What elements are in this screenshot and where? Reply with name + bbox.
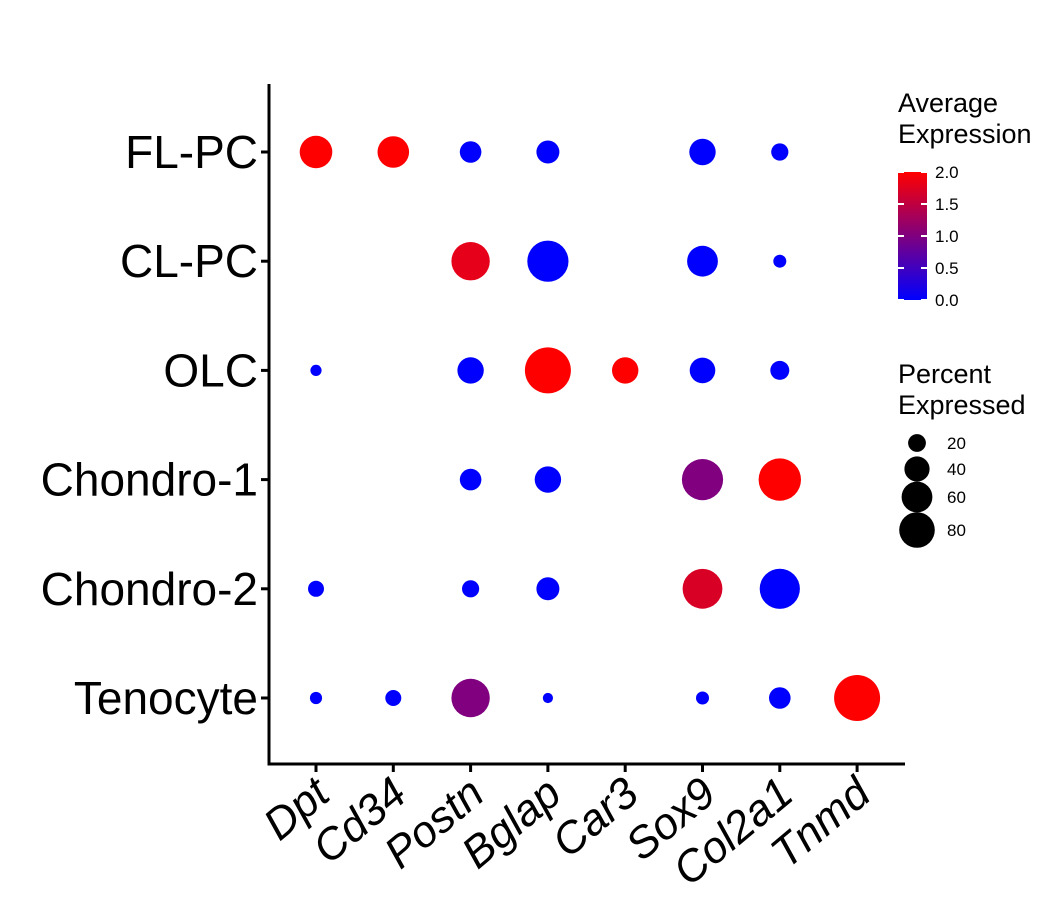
dot-chondro-1-sox9 (681, 459, 724, 501)
dot-fl-pc-bglap (536, 140, 560, 164)
y-tick-label: FL-PC (125, 126, 258, 178)
color-legend-tick-label: 0.0 (935, 291, 959, 310)
dot-cl-pc-postn (451, 242, 490, 281)
size-legend-dot (899, 512, 935, 548)
color-legend-tick-label: 1.5 (935, 195, 959, 214)
dot-fl-pc-dpt (299, 135, 333, 169)
dot-tenocyte-cd34 (385, 690, 402, 706)
y-tick-label: OLC (163, 344, 258, 396)
dot-fl-pc-cd34 (377, 136, 410, 168)
size-legend-title: Percent (898, 359, 992, 389)
color-legend-title: Average (898, 88, 998, 118)
dot-olc-bglap (524, 347, 571, 394)
color-legend-tick-label: 1.0 (935, 227, 959, 246)
dot-fl-pc-col2a1 (771, 143, 789, 161)
y-tick-label: Chondro-1 (41, 454, 258, 506)
dot-olc-col2a1 (770, 360, 790, 380)
data-points (299, 135, 881, 721)
dot-cl-pc-col2a1 (773, 254, 787, 268)
y-tick-label: Chondro-2 (41, 563, 258, 615)
dot-tenocyte-bglap (542, 692, 554, 704)
dot-chondro-2-col2a1 (759, 568, 800, 609)
color-legend-title: Expression (898, 119, 1032, 149)
dot-cl-pc-bglap (527, 240, 569, 282)
dot-chondro-2-dpt (308, 580, 324, 597)
dot-chondro-1-col2a1 (758, 458, 801, 501)
dot-tenocyte-postn (451, 678, 490, 718)
dot-olc-dpt (310, 364, 322, 376)
dot-olc-sox9 (689, 357, 716, 384)
size-legend-label: 40 (947, 460, 966, 479)
y-tick-label: CL-PC (120, 235, 258, 287)
size-legend-dot (901, 481, 933, 513)
dot-tenocyte-col2a1 (769, 687, 791, 709)
dot-olc-car3 (612, 357, 639, 384)
dot-chondro-2-sox9 (682, 568, 723, 609)
dot-chondro-1-bglap (534, 466, 562, 493)
size-legend-dot (904, 456, 930, 482)
size-legend-label: 80 (947, 521, 966, 540)
size-legend-title: Expressed (898, 390, 1026, 420)
dot-olc-postn (457, 357, 484, 384)
dot-chondro-2-postn (462, 580, 480, 598)
y-tick-label: Tenocyte (74, 672, 258, 724)
dot-cl-pc-sox9 (687, 245, 718, 277)
dot-fl-pc-sox9 (689, 138, 716, 166)
size-legend-dot (908, 434, 926, 452)
dot-chondro-1-postn (459, 468, 482, 491)
color-legend-tick-label: 2.0 (935, 163, 959, 182)
size-legend-label: 60 (947, 488, 966, 507)
dot-chondro-2-bglap (536, 577, 560, 601)
dot-tenocyte-dpt (309, 691, 323, 705)
dot-tenocyte-tnmd (834, 675, 881, 721)
dot-tenocyte-sox9 (696, 691, 709, 705)
dot-fl-pc-postn (459, 141, 482, 163)
size-legend-label: 20 (947, 434, 966, 453)
color-legend-tick-label: 0.5 (935, 259, 959, 278)
